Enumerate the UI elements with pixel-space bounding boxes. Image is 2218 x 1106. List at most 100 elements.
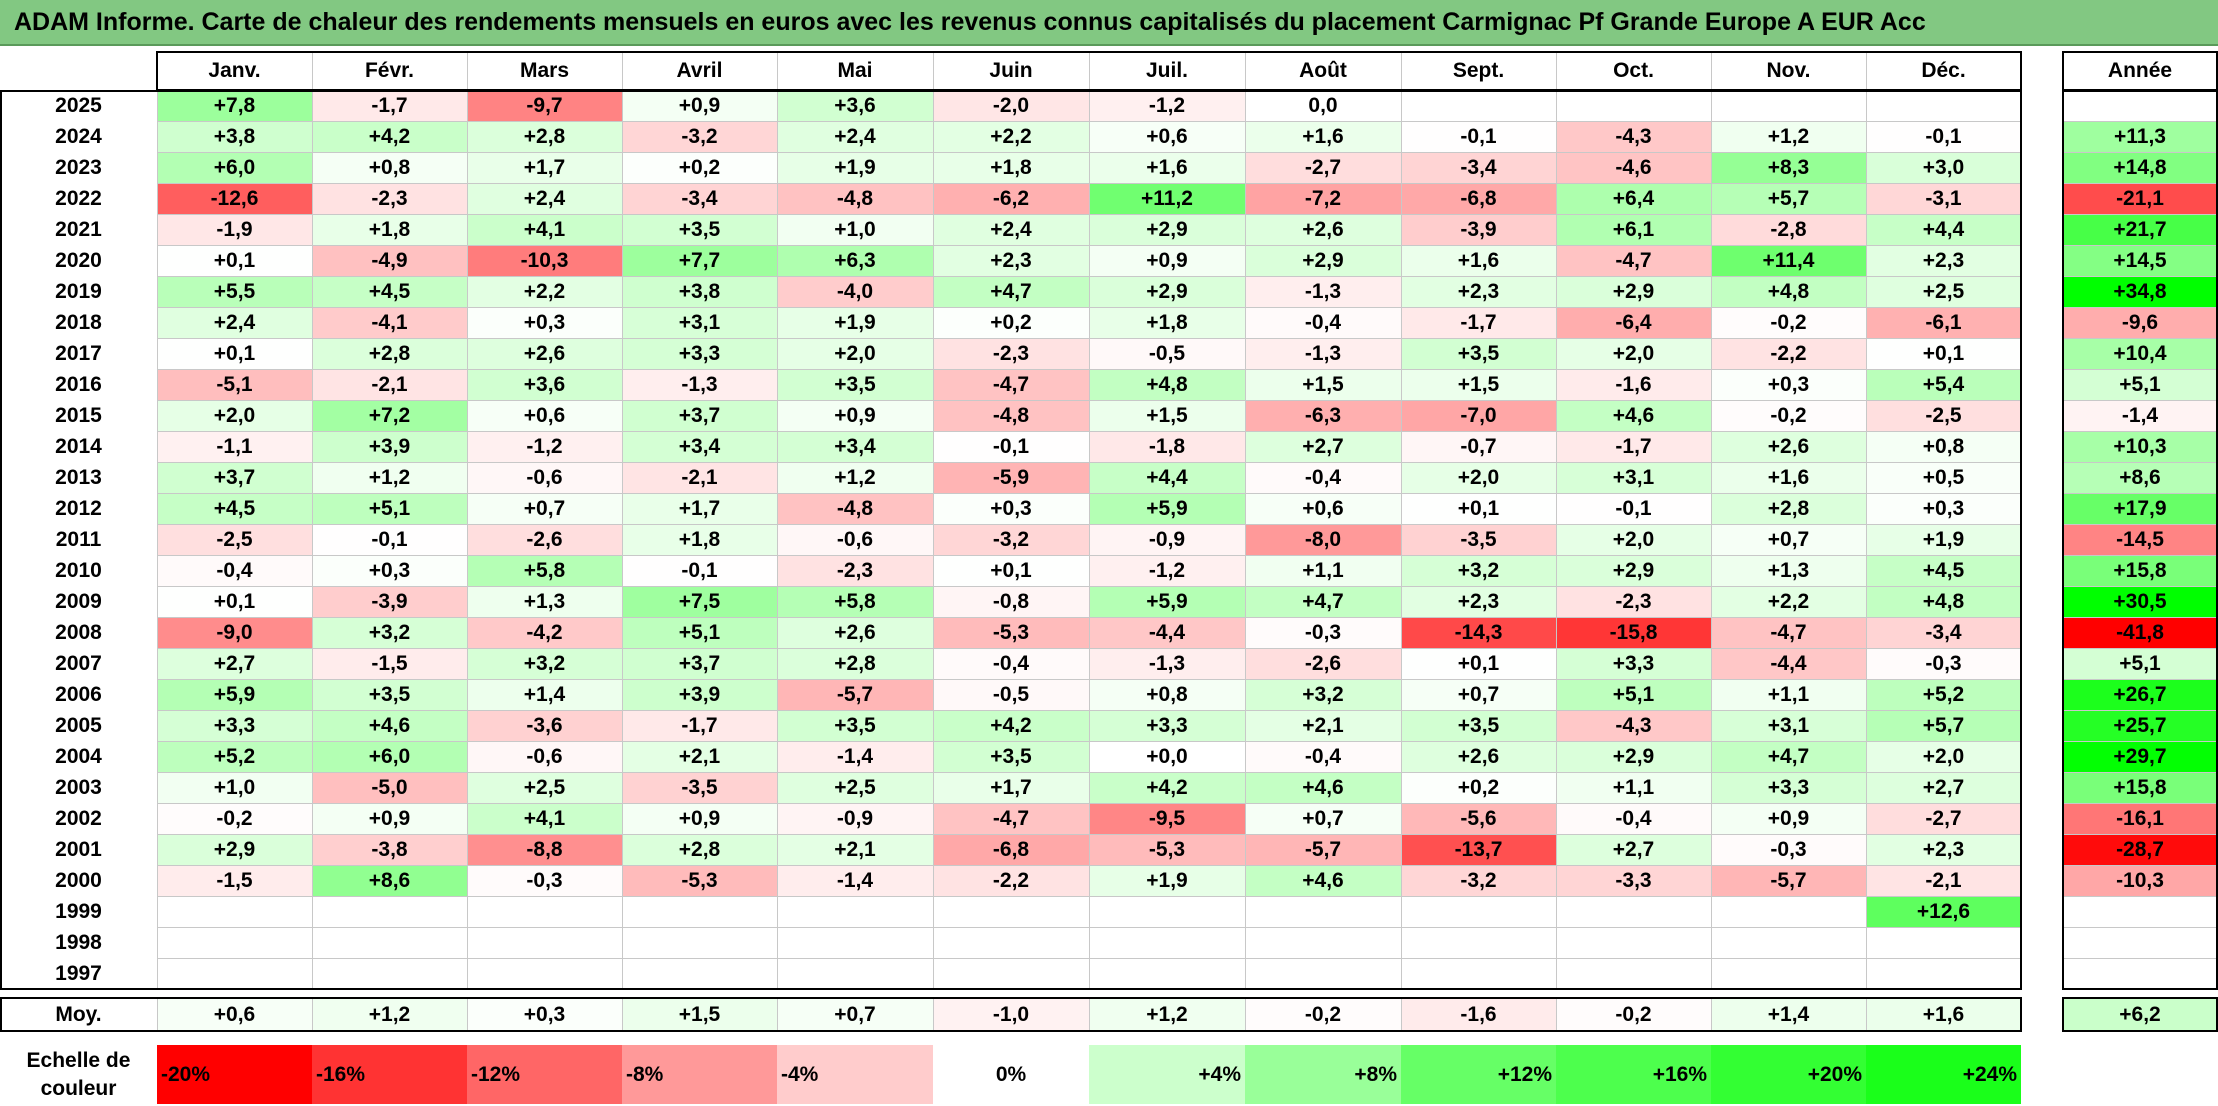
- heat-cell: -2,6: [1245, 648, 1401, 679]
- annual-row-gridline: [2062, 493, 2218, 494]
- heat-cell: [933, 896, 1089, 927]
- heat-cell: -0,1: [312, 524, 467, 555]
- heat-cell: +3,0: [1866, 152, 2021, 183]
- year-label: 2023: [55, 155, 102, 179]
- heat-cell: +0,1: [1401, 648, 1556, 679]
- heat-cell: -0,4: [1556, 803, 1711, 834]
- heat-cell: -0,3: [1866, 648, 2021, 679]
- heat-cell: +5,8: [467, 555, 622, 586]
- heat-cell: +2,0: [1556, 338, 1711, 369]
- heat-cell: +2,4: [777, 121, 933, 152]
- heat-cell: -15,8: [1556, 617, 1711, 648]
- heat-cell: +1,9: [1866, 524, 2021, 555]
- heat-cell: +1,8: [933, 152, 1089, 183]
- heat-cell: +5,5: [157, 276, 312, 307]
- scale-swatch: +20%: [1711, 1045, 1866, 1104]
- month-header-9: Sept.: [1452, 58, 1505, 82]
- average-cell: +1,4: [1711, 997, 1866, 1032]
- heat-cell: -0,1: [622, 555, 777, 586]
- heat-cell: -3,2: [933, 524, 1089, 555]
- heat-cell: +2,0: [777, 338, 933, 369]
- annual-cell: +8,6: [2062, 462, 2218, 493]
- heat-cell: -5,3: [1089, 834, 1245, 865]
- heat-cell: -1,6: [1556, 369, 1711, 400]
- heat-cell: -13,7: [1401, 834, 1556, 865]
- average-cell: -0,2: [1245, 997, 1401, 1032]
- heat-cell: +7,2: [312, 400, 467, 431]
- heat-cell: +2,4: [157, 307, 312, 338]
- annual-row-gridline: [2062, 586, 2218, 587]
- heat-cell: +3,9: [312, 431, 467, 462]
- heat-cell: -0,3: [467, 865, 622, 896]
- heat-cell: [1711, 90, 1866, 121]
- heat-cell: -1,8: [1089, 431, 1245, 462]
- heat-cell: +2,9: [1556, 741, 1711, 772]
- heat-cell: -0,6: [467, 462, 622, 493]
- year-label: 2024: [55, 124, 102, 148]
- scale-label: Echelle de couleur: [0, 1045, 157, 1104]
- annual-row-gridline: [2062, 524, 2218, 525]
- heat-cell: +3,5: [1401, 710, 1556, 741]
- column-gridline: [1711, 51, 1712, 989]
- heat-cell: -9,0: [157, 617, 312, 648]
- heat-cell: +4,7: [933, 276, 1089, 307]
- heat-cell: +0,2: [933, 307, 1089, 338]
- heat-cell: +1,1: [1711, 679, 1866, 710]
- heat-cell: -4,8: [933, 400, 1089, 431]
- annual-row-gridline: [2062, 400, 2218, 401]
- heat-cell: +0,1: [1401, 493, 1556, 524]
- heat-cell: +0,7: [1711, 524, 1866, 555]
- average-column-gridline: [312, 997, 313, 1032]
- title-bar: ADAM Informe. Carte de chaleur des rende…: [0, 0, 2218, 46]
- heat-cell: -9,5: [1089, 803, 1245, 834]
- annual-row-gridline: [2062, 989, 2218, 990]
- heat-cell: -0,9: [777, 803, 933, 834]
- heat-cell: +0,3: [1711, 369, 1866, 400]
- heat-cell: +0,9: [622, 803, 777, 834]
- heat-cell: +3,3: [1711, 772, 1866, 803]
- heat-cell: +1,0: [777, 214, 933, 245]
- heat-cell: +2,6: [1401, 741, 1556, 772]
- heat-cell: +2,7: [1866, 772, 2021, 803]
- heat-cell: +1,6: [1711, 462, 1866, 493]
- heat-cell: +5,2: [1866, 679, 2021, 710]
- heat-cell: -3,6: [467, 710, 622, 741]
- heat-cell: +1,9: [1089, 865, 1245, 896]
- annual-cell: +25,7: [2062, 710, 2218, 741]
- year-label: 1997: [55, 961, 102, 985]
- heat-cell: +1,0: [157, 772, 312, 803]
- heat-cell: +2,0: [1401, 462, 1556, 493]
- heat-cell: +3,1: [1711, 710, 1866, 741]
- heat-cell: +3,4: [777, 431, 933, 462]
- annual-cell: +26,7: [2062, 679, 2218, 710]
- heat-cell: +3,5: [933, 741, 1089, 772]
- heat-cell: +6,0: [157, 152, 312, 183]
- heat-cell: +2,8: [312, 338, 467, 369]
- heat-cell: -1,2: [1089, 90, 1245, 121]
- heat-cell: +0,9: [1089, 245, 1245, 276]
- heat-cell: +1,1: [1245, 555, 1401, 586]
- heat-cell: -5,3: [933, 617, 1089, 648]
- heat-cell: +0,3: [312, 555, 467, 586]
- heat-cell: -1,4: [777, 865, 933, 896]
- annual-cell: +34,8: [2062, 276, 2218, 307]
- heat-cell: +1,7: [467, 152, 622, 183]
- annual-cell: -28,7: [2062, 834, 2218, 865]
- heat-cell: +5,9: [157, 679, 312, 710]
- heat-cell: +0,1: [157, 245, 312, 276]
- average-cell: -1,6: [1401, 997, 1556, 1032]
- heat-cell: +2,1: [622, 741, 777, 772]
- heat-cell: [1556, 958, 1711, 989]
- heat-cell: +0,9: [777, 400, 933, 431]
- heat-cell: -2,7: [1866, 803, 2021, 834]
- heat-cell: +1,5: [1089, 400, 1245, 431]
- annual-cell: [2062, 896, 2218, 927]
- heat-cell: +2,5: [467, 772, 622, 803]
- year-label: 2021: [55, 217, 102, 241]
- heat-cell: +2,9: [1089, 214, 1245, 245]
- heat-cell: -0,2: [1711, 307, 1866, 338]
- heat-cell: -1,4: [777, 741, 933, 772]
- heat-cell: -5,7: [1245, 834, 1401, 865]
- heat-cell: [1711, 896, 1866, 927]
- heat-cell: +4,2: [933, 710, 1089, 741]
